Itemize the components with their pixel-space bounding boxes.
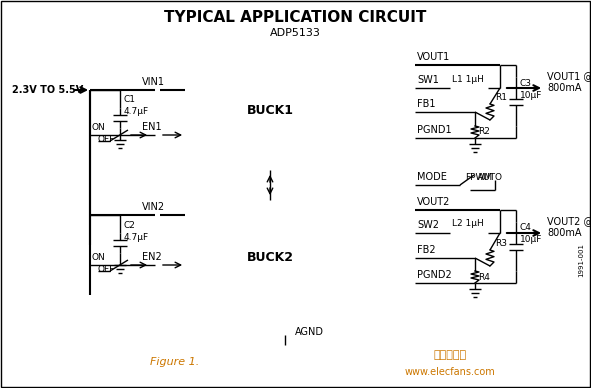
Text: VOUT1: VOUT1 [417,52,450,62]
Circle shape [472,135,478,140]
Text: VOUT2: VOUT2 [417,197,450,207]
Text: SW2: SW2 [417,220,439,230]
Text: www.elecfans.com: www.elecfans.com [405,367,495,377]
Text: ON: ON [91,253,105,262]
Circle shape [514,281,518,286]
Text: C3: C3 [520,78,532,88]
Text: R4: R4 [478,272,490,282]
Text: OFF: OFF [98,265,115,274]
Text: R2: R2 [478,128,490,137]
Text: R3: R3 [495,239,507,248]
Circle shape [488,118,492,123]
Text: BUCK1: BUCK1 [246,104,294,116]
Circle shape [472,281,478,286]
Text: VIN1: VIN1 [141,77,164,87]
Circle shape [87,87,93,93]
Text: VIN2: VIN2 [141,202,164,212]
Circle shape [498,208,502,213]
Circle shape [498,230,502,236]
Text: PGND2: PGND2 [417,270,452,280]
Text: TYPICAL APPLICATION CIRCUIT: TYPICAL APPLICATION CIRCUIT [164,10,427,26]
Text: EN1: EN1 [142,122,162,132]
Text: BUCK2: BUCK2 [246,251,294,264]
Circle shape [152,87,158,93]
Circle shape [118,213,122,218]
Text: FB2: FB2 [417,245,436,255]
Text: R1: R1 [495,94,507,102]
Text: 10μF: 10μF [520,90,543,99]
Text: C4: C4 [520,223,532,232]
Bar [185,38,405,330]
Text: L2 1μH: L2 1μH [452,220,484,229]
Text: AUTO: AUTO [478,173,503,182]
Text: FPWM: FPWM [465,173,492,182]
Text: 10μF: 10μF [520,236,543,244]
Circle shape [498,62,502,68]
Text: 2.3V TO 5.5V: 2.3V TO 5.5V [12,85,83,95]
Circle shape [488,263,492,268]
Circle shape [472,109,478,114]
Bar [205,200,335,315]
Text: C2: C2 [124,220,136,229]
Circle shape [514,62,518,68]
Text: MODE: MODE [417,172,447,182]
Text: EN2: EN2 [142,252,162,262]
Circle shape [267,182,273,188]
Circle shape [514,135,518,140]
Circle shape [472,256,478,260]
Text: L1 1μH: L1 1μH [452,74,484,83]
Text: ADP5133: ADP5133 [269,28,320,38]
Text: 1991-001: 1991-001 [578,243,584,277]
Text: FB1: FB1 [417,99,436,109]
Text: ON: ON [91,123,105,132]
Text: SW1: SW1 [417,75,439,85]
Text: Figure 1.: Figure 1. [150,357,199,367]
Circle shape [152,212,158,218]
Text: 电子发烧友: 电子发烧友 [433,350,466,360]
Circle shape [118,88,122,92]
Text: AGND: AGND [295,327,324,337]
Text: PGND1: PGND1 [417,125,452,135]
Circle shape [514,208,518,213]
Circle shape [498,85,502,90]
Text: VOUT2 @
800mA: VOUT2 @ 800mA [547,216,591,238]
Text: 4.7μF: 4.7μF [124,107,149,116]
Text: C1: C1 [124,95,136,104]
Text: VOUT1 @
800mA: VOUT1 @ 800mA [547,71,591,93]
Circle shape [87,212,93,218]
Bar [205,50,335,170]
Text: OFF: OFF [98,135,115,144]
Text: 4.7μF: 4.7μF [124,232,149,241]
